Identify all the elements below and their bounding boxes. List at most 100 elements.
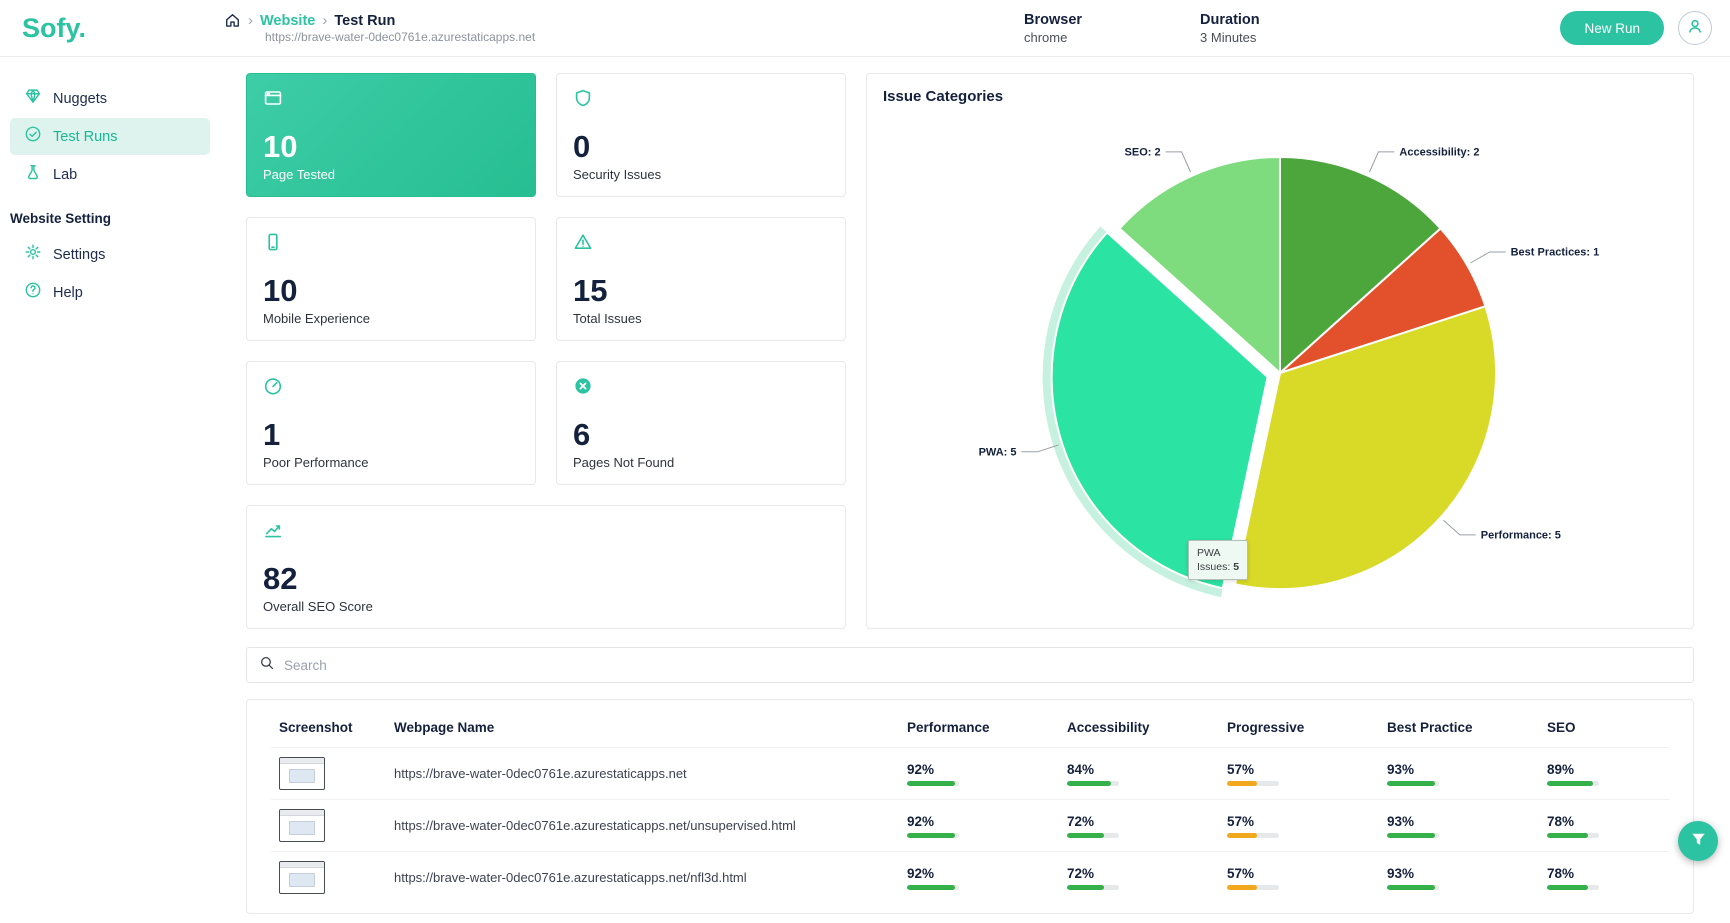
pie-slice-seo[interactable] <box>1118 155 1281 376</box>
pie-label: SEO: 2 <box>1125 146 1161 158</box>
score-value: 57% <box>1227 813 1255 829</box>
score-bar <box>1387 832 1439 838</box>
breadcrumb-website[interactable]: Website <box>260 12 316 29</box>
sidebar-item-settings[interactable]: Settings <box>10 236 210 273</box>
score-bar <box>1227 832 1279 838</box>
breadcrumb-separator: › <box>322 12 328 29</box>
stat-label: Page Tested <box>263 167 336 182</box>
chart-line-icon <box>263 520 829 545</box>
table-row[interactable]: https://brave-water-0dec0761e.azurestati… <box>271 799 1669 852</box>
stat-card-overall-seo-score[interactable]: 82 Overall SEO Score <box>246 505 846 629</box>
column-header-screenshot: Screenshot <box>279 720 353 735</box>
stat-card-poor-performance[interactable]: 1 Poor Performance <box>246 361 536 485</box>
score-bar <box>1067 780 1119 786</box>
avatar[interactable] <box>1678 11 1712 45</box>
search-input[interactable] <box>284 657 1681 673</box>
filter-icon <box>1689 830 1708 852</box>
stat-card-pages-not-found[interactable]: 6 Pages Not Found <box>556 361 846 485</box>
score-cell: 57% <box>1227 814 1371 838</box>
sidebar-item-test-runs[interactable]: Test Runs <box>10 118 210 155</box>
column-header-seo: SEO <box>1547 720 1576 735</box>
score-cell: 92% <box>907 866 1051 890</box>
filter-fab[interactable] <box>1678 821 1718 861</box>
score-cell: 93% <box>1387 762 1531 786</box>
issue-categories-pie-chart: Accessibility: 2 Best Practices: 1 Perform… <box>979 146 1599 598</box>
gauge-icon <box>263 376 519 401</box>
browser-value: chrome <box>1024 29 1068 45</box>
pie-tooltip-text: Issues: 5 <box>1197 561 1240 574</box>
score-bar <box>907 832 959 838</box>
score-bar <box>1227 884 1279 890</box>
pie-slice-accessibility[interactable] <box>1279 155 1442 376</box>
pie-slice-performance[interactable] <box>1233 305 1497 590</box>
score-cell: 92% <box>907 762 1051 786</box>
pie-tooltip-title: PWA <box>1197 547 1221 559</box>
header: Sofy. › Website › Test Run https://brave… <box>0 0 1730 57</box>
score-value: 92% <box>907 865 935 881</box>
help-icon <box>24 281 42 304</box>
stat-card-mobile-experience[interactable]: 10 Mobile Experience <box>246 217 536 341</box>
settings-icon <box>24 243 42 266</box>
score-value: 89% <box>1547 761 1575 777</box>
score-cell: 92% <box>907 814 1051 838</box>
sidebar-item-label: Test Runs <box>53 128 118 145</box>
score-value: 78% <box>1547 865 1575 881</box>
score-cell: 57% <box>1227 762 1371 786</box>
stat-card-total-issues[interactable]: 15 Total Issues <box>556 217 846 341</box>
pie-label-line <box>1443 519 1476 536</box>
sidebar-nav: Nuggets Test Runs Lab <box>0 80 224 193</box>
sidebar-item-nuggets[interactable]: Nuggets <box>10 80 210 117</box>
test-runs-icon <box>24 125 42 148</box>
sidebar-item-label: Help <box>53 284 83 301</box>
score-value: 57% <box>1227 865 1255 881</box>
score-bar <box>1547 832 1599 838</box>
pie-label-line <box>1470 251 1506 264</box>
score-value: 93% <box>1387 865 1415 881</box>
score-cell: 72% <box>1067 814 1211 838</box>
pie-label-line <box>1165 151 1191 173</box>
screenshot-thumbnail[interactable] <box>279 809 325 842</box>
score-value: 84% <box>1067 761 1095 777</box>
pie-slice-pwa[interactable] <box>1050 231 1269 590</box>
duration-meta: Duration 3 Minutes <box>1200 12 1260 45</box>
stat-label: Pages Not Found <box>573 455 675 470</box>
score-bar <box>1227 780 1279 786</box>
score-cell: 78% <box>1547 866 1661 890</box>
sidebar-item-label: Lab <box>53 166 78 183</box>
duration-label: Duration <box>1200 11 1260 28</box>
webpage-name: https://brave-water-0dec0761e.azurestati… <box>386 851 899 903</box>
warning-icon <box>573 232 829 257</box>
stat-card-security-issues[interactable]: 0 Security Issues <box>556 73 846 197</box>
stat-value: 1 <box>263 417 281 453</box>
x-circle-icon <box>573 376 829 401</box>
sidebar-item-lab[interactable]: Lab <box>10 156 210 193</box>
table-row[interactable]: https://brave-water-0dec0761e.azurestati… <box>271 851 1669 903</box>
pie-label-line <box>1021 444 1059 453</box>
screenshot-thumbnail[interactable] <box>279 757 325 790</box>
sidebar-section-label: Website Setting <box>10 211 112 226</box>
brand-logo[interactable]: Sofy. <box>22 12 87 43</box>
score-cell: 78% <box>1547 814 1661 838</box>
stat-card-page-tested[interactable]: 10 Page Tested <box>246 73 536 197</box>
breadcrumb-separator: › <box>248 12 253 29</box>
screenshot-thumbnail[interactable] <box>279 861 325 894</box>
column-header-progressive: Progressive <box>1227 720 1305 735</box>
sidebar-settings-nav: Settings Help <box>0 236 224 311</box>
stat-label: Mobile Experience <box>263 311 370 326</box>
score-bar <box>1067 832 1119 838</box>
sidebar-item-help[interactable]: Help <box>10 274 210 311</box>
results-table: Screenshot Webpage Name Performance Accessi… <box>271 706 1669 903</box>
score-value: 57% <box>1227 761 1255 777</box>
search-bar <box>246 647 1694 683</box>
webpage-name: https://brave-water-0dec0761e.azurestati… <box>386 799 899 852</box>
table-row[interactable]: https://brave-water-0dec0761e.azurestati… <box>271 747 1669 800</box>
score-value: 72% <box>1067 865 1095 881</box>
score-cell: 89% <box>1547 762 1661 786</box>
new-run-button[interactable]: New Run <box>1560 11 1664 45</box>
home-icon[interactable] <box>224 12 241 29</box>
score-cell: 93% <box>1387 866 1531 890</box>
sidebar-item-label: Nuggets <box>53 90 108 107</box>
stat-value: 15 <box>573 273 608 309</box>
score-bar <box>1547 780 1599 786</box>
